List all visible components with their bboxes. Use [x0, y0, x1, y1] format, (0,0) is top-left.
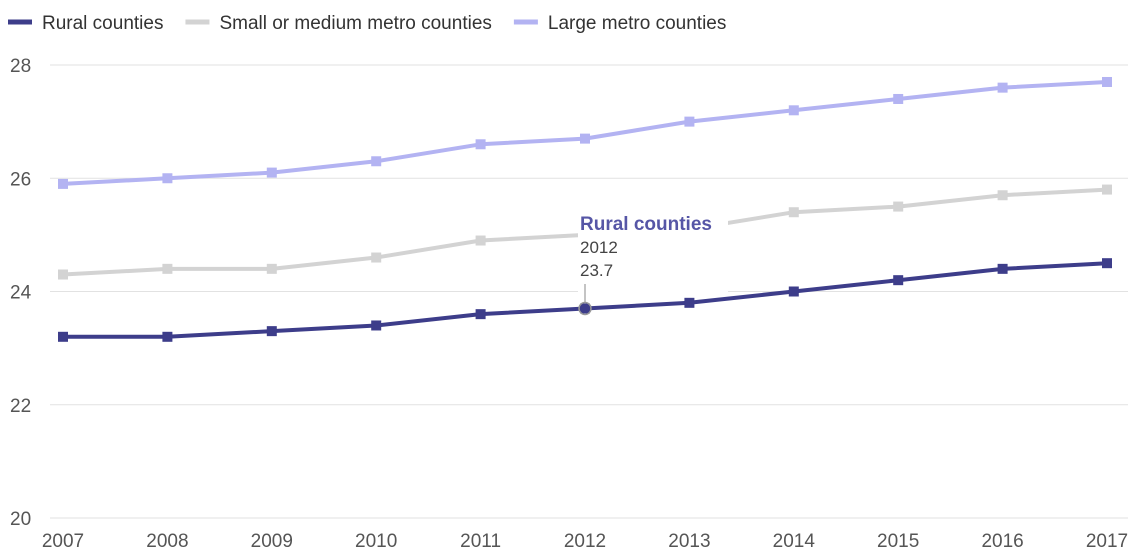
point-small-or-medium-metro-counties-2015[interactable]: [893, 201, 904, 212]
tooltip-point-highlight: [578, 301, 592, 316]
legend: Rural counties Small or medium metro coun…: [8, 13, 726, 34]
x-tick-label-2013: 2013: [668, 531, 710, 551]
tooltip-y-value: 23.7: [580, 261, 613, 280]
x-tick-label-2010: 2010: [355, 531, 397, 551]
legend-label-rural-counties: Rural counties: [42, 13, 163, 34]
point-rural-counties-2017[interactable]: [1102, 258, 1112, 269]
point-large-metro-counties-2012[interactable]: [580, 133, 590, 144]
point-large-metro-counties-2015[interactable]: [893, 93, 904, 104]
tooltip-background: [578, 213, 728, 293]
point-large-metro-counties-2016[interactable]: [997, 82, 1008, 93]
x-tick-label-2015: 2015: [877, 531, 919, 551]
point-rural-counties-2014[interactable]: [788, 286, 799, 297]
tooltip-x-value: 2012: [580, 238, 618, 257]
point-large-metro-counties-2013[interactable]: [684, 116, 695, 127]
y-axis: 20 22 24 26 28: [10, 56, 32, 530]
x-tick-label-2014: 2014: [773, 531, 816, 551]
legend-item-rural-counties[interactable]: Rural counties: [8, 13, 163, 34]
y-tick-label-24: 24: [10, 283, 32, 304]
point-large-metro-counties-2011[interactable]: [475, 139, 486, 150]
point-small-or-medium-metro-counties-2009[interactable]: [266, 263, 277, 274]
point-small-or-medium-metro-counties-2011[interactable]: [475, 235, 486, 246]
point-rural-counties-2011[interactable]: [475, 309, 486, 320]
legend-label-small-or-medium-metro-counties: Small or medium metro counties: [219, 13, 491, 34]
x-tick-label-2012: 2012: [564, 531, 606, 551]
point-large-metro-counties-2007[interactable]: [58, 178, 68, 189]
point-small-or-medium-metro-counties-2014[interactable]: [788, 207, 799, 218]
point-small-or-medium-metro-counties-2007[interactable]: [58, 269, 68, 280]
legend-swatch-rural-counties: [8, 19, 32, 25]
point-small-or-medium-metro-counties-2008[interactable]: [162, 263, 173, 274]
point-small-or-medium-metro-counties-2010[interactable]: [371, 252, 382, 263]
point-rural-counties-2009[interactable]: [266, 326, 277, 337]
point-large-metro-counties-2017[interactable]: [1102, 76, 1112, 87]
tooltip-series-name: Rural counties: [580, 214, 712, 235]
line-large-metro-counties: [61, 80, 1109, 186]
x-tick-label-2017: 2017: [1086, 531, 1128, 551]
y-tick-label-22: 22: [10, 396, 31, 417]
legend-label-large-metro-counties: Large metro counties: [548, 13, 727, 34]
x-axis: 2007 2008 2009 2010 2011 2012 2013 2014 2015 2016…: [42, 531, 1128, 551]
y-tick-label-20: 20: [10, 509, 31, 530]
x-tick-label-2007: 2007: [42, 531, 84, 551]
point-rural-counties-2016[interactable]: [997, 263, 1008, 274]
point-rural-counties-2007[interactable]: [58, 331, 68, 342]
point-rural-counties-2012[interactable]: [580, 303, 590, 314]
point-small-or-medium-metro-counties-2017[interactable]: [1102, 184, 1112, 195]
point-rural-counties-2010[interactable]: [371, 320, 382, 331]
x-tick-label-2016: 2016: [981, 531, 1023, 551]
legend-swatch-large-metro-counties: [513, 19, 538, 25]
y-tick-label-26: 26: [10, 169, 31, 190]
y-tick-label-28: 28: [10, 56, 31, 77]
point-rural-counties-2015[interactable]: [893, 275, 904, 286]
legend-item-small-or-medium-metro-counties[interactable]: Small or medium metro counties: [185, 13, 492, 34]
legend-swatch-small-or-medium-metro-counties: [185, 19, 210, 25]
point-large-metro-counties-2010[interactable]: [371, 156, 382, 167]
x-tick-label-2009: 2009: [251, 531, 293, 551]
series-large-metro-counties: [58, 76, 1112, 189]
series-rural-counties: [58, 258, 1112, 342]
point-small-or-medium-metro-counties-2016[interactable]: [997, 190, 1008, 201]
legend-item-large-metro-counties[interactable]: Large metro counties: [513, 13, 727, 34]
point-rural-counties-2013[interactable]: [684, 297, 695, 308]
x-tick-label-2008: 2008: [146, 531, 188, 551]
point-large-metro-counties-2008[interactable]: [162, 173, 173, 184]
point-large-metro-counties-2009[interactable]: [266, 167, 277, 178]
point-rural-counties-2008[interactable]: [162, 331, 173, 342]
tooltip: Rural counties 2012 23.7: [578, 213, 728, 316]
point-large-metro-counties-2014[interactable]: [788, 105, 799, 116]
x-tick-label-2011: 2011: [460, 531, 501, 551]
